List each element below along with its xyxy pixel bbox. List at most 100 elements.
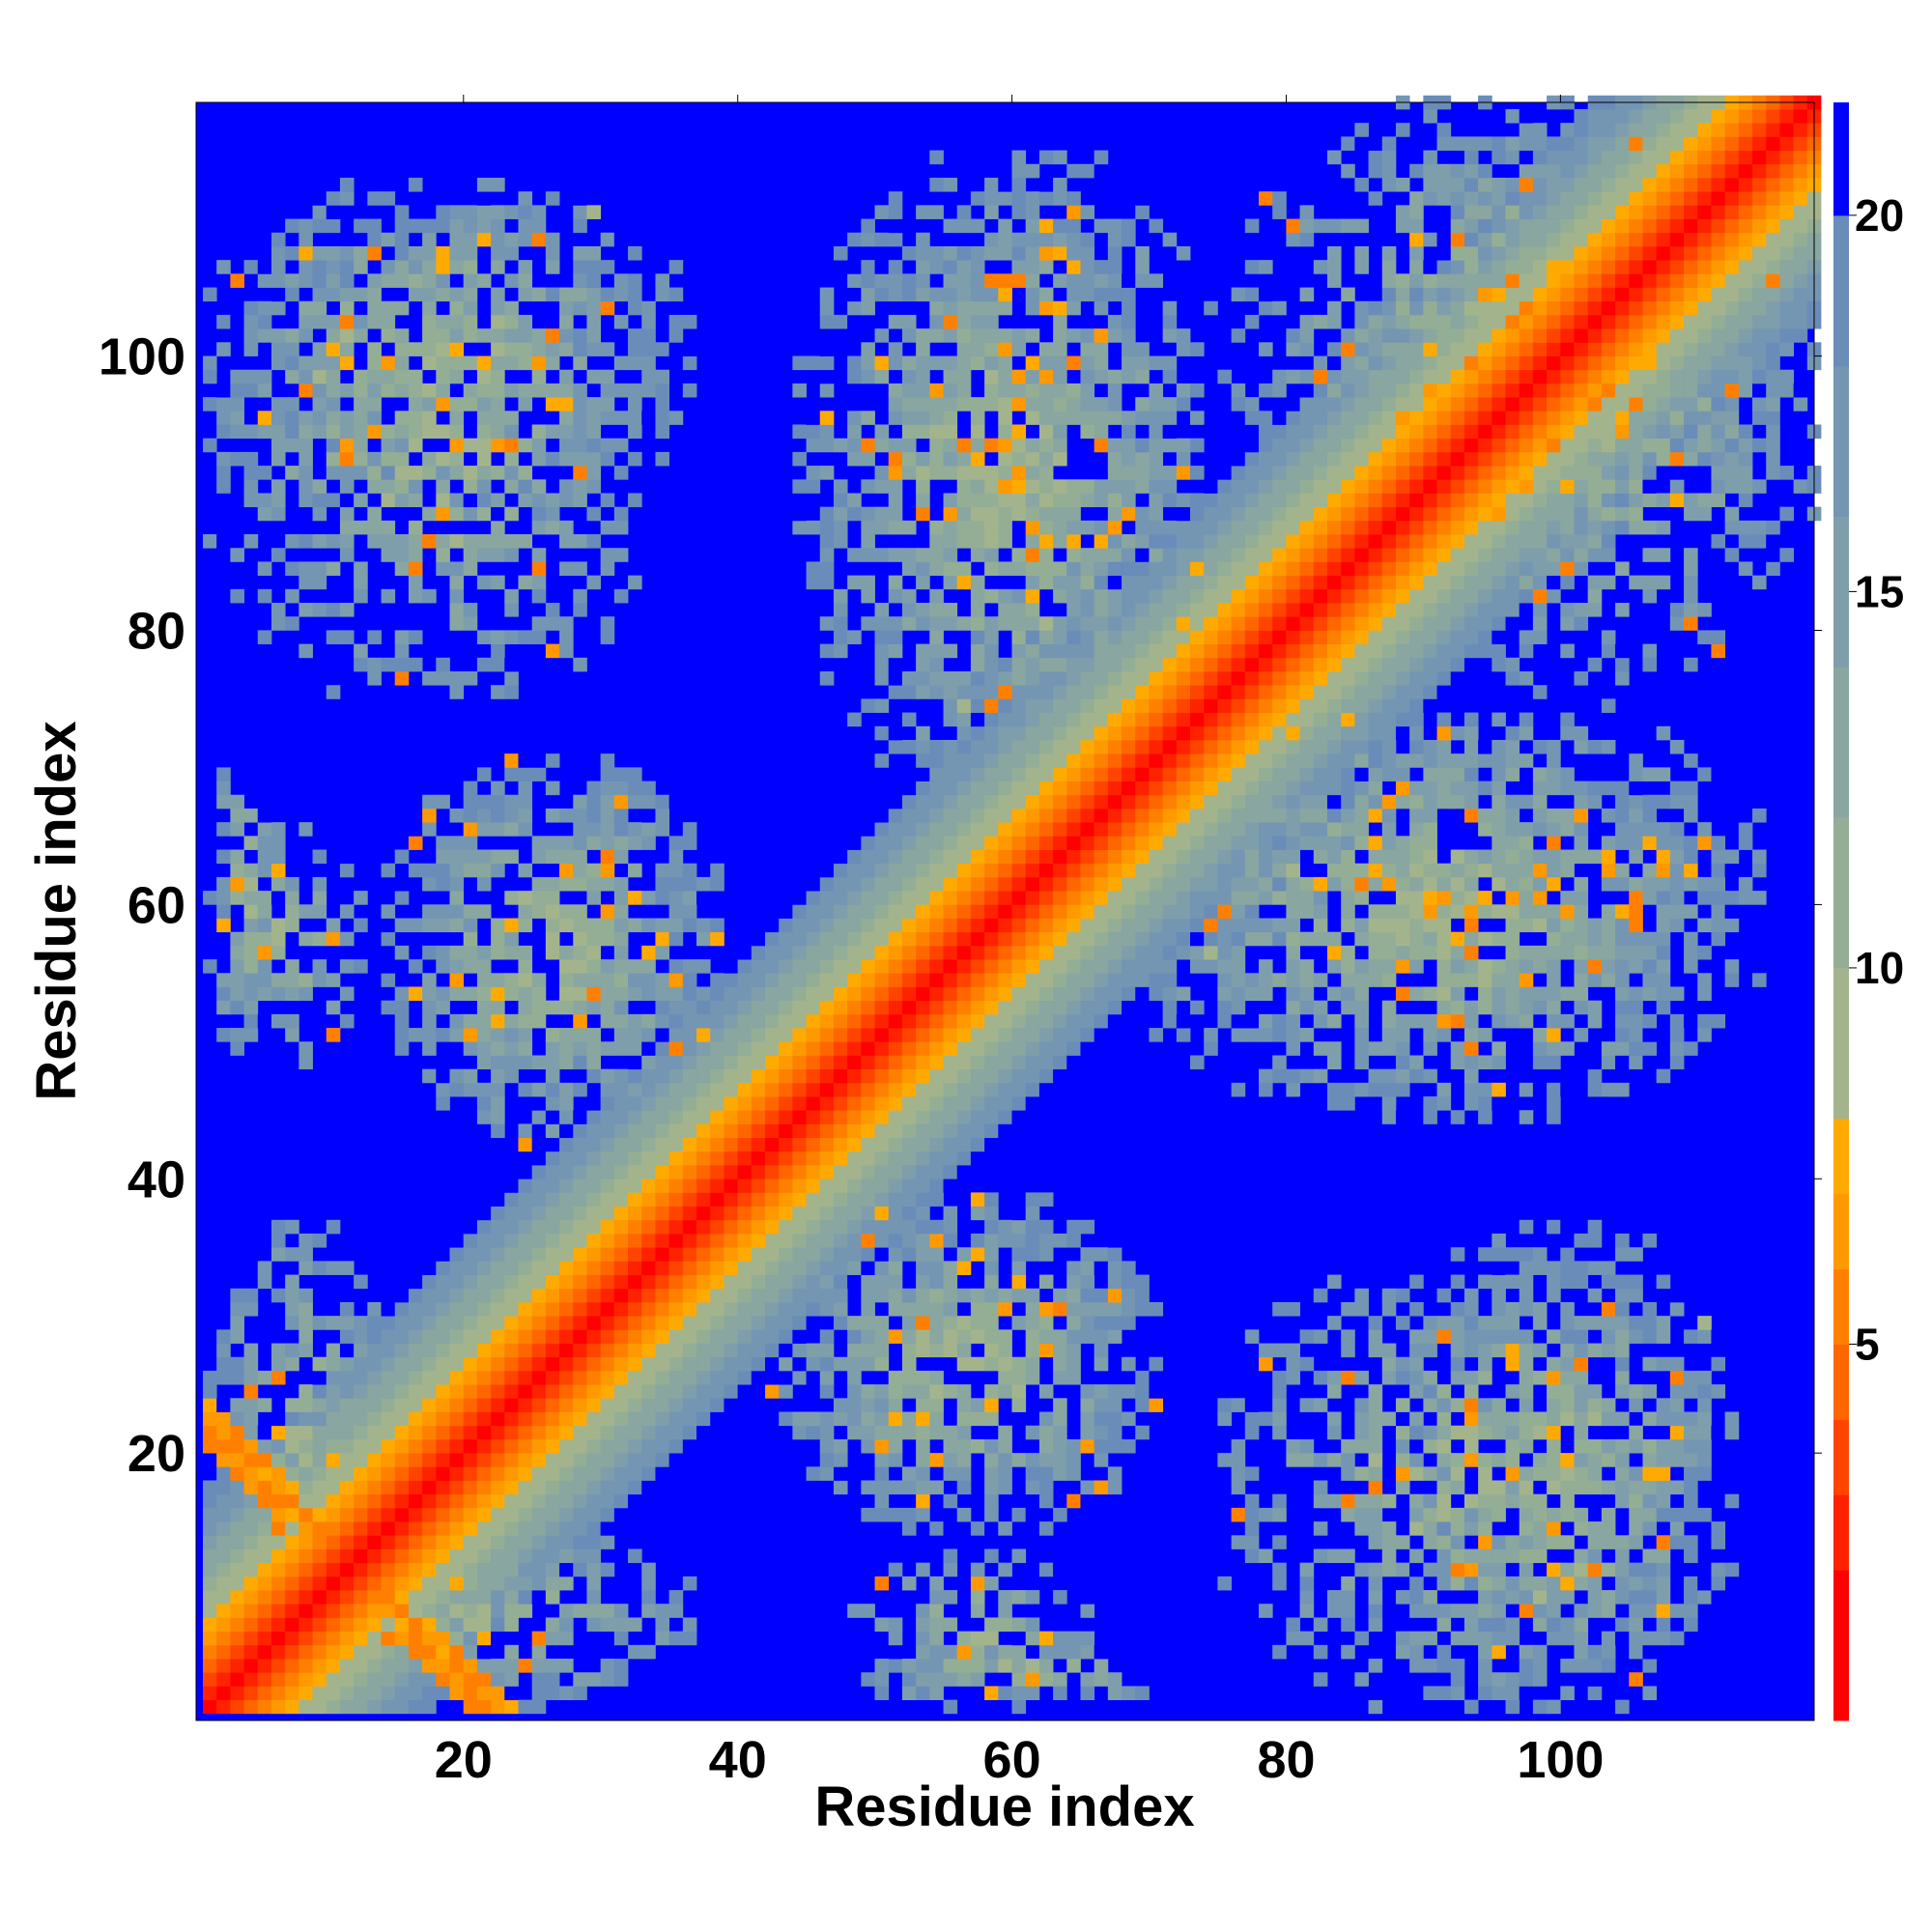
heatmap-cell <box>449 205 465 219</box>
heatmap-cell <box>518 260 533 274</box>
heatmap-cell <box>943 739 958 754</box>
heatmap-cell <box>531 1411 547 1427</box>
heatmap-cell <box>573 836 587 850</box>
heatmap-cell <box>737 1055 753 1070</box>
heatmap-cell <box>901 466 917 480</box>
heatmap-cell <box>367 245 382 261</box>
heatmap-cell <box>243 1521 259 1536</box>
heatmap-cell <box>1011 1261 1027 1275</box>
heatmap-cell <box>628 1398 642 1412</box>
heatmap-cell <box>285 616 299 631</box>
heatmap-cell <box>476 451 492 467</box>
heatmap-cell <box>1149 685 1164 699</box>
heatmap-cell <box>1066 1453 1081 1467</box>
heatmap-cell <box>861 451 875 467</box>
heatmap-cell <box>491 1206 505 1221</box>
heatmap-cell <box>1162 588 1178 604</box>
heatmap-cell <box>531 548 547 562</box>
heatmap-cell <box>257 369 272 384</box>
heatmap-cell <box>257 588 272 604</box>
heatmap-cell <box>1038 643 1054 659</box>
heatmap-cell <box>916 273 930 288</box>
heatmap-cell <box>394 1013 410 1029</box>
heatmap-cell <box>339 1686 355 1700</box>
heatmap-cell <box>381 1425 396 1440</box>
heatmap-cell <box>573 383 587 398</box>
heatmap-cell <box>1053 1329 1067 1344</box>
heatmap-cell <box>613 314 629 329</box>
heatmap-cell <box>628 1179 642 1193</box>
heatmap-cell <box>943 1206 958 1221</box>
heatmap-cell <box>449 1521 465 1536</box>
heatmap-cell <box>1107 603 1122 617</box>
heatmap-cell <box>285 355 299 371</box>
heatmap-cell <box>819 466 835 480</box>
heatmap-cell <box>339 451 355 467</box>
heatmap-cell <box>929 1247 944 1262</box>
heatmap-cell <box>270 931 286 947</box>
heatmap-cell <box>1066 300 1081 316</box>
heatmap-cell <box>1231 1466 1246 1481</box>
heatmap-cell <box>573 191 587 206</box>
heatmap-cell <box>449 1343 465 1358</box>
heatmap-cell <box>1149 739 1164 754</box>
heatmap-cell <box>243 1631 259 1646</box>
heatmap-cell <box>1217 685 1233 699</box>
heatmap-cell <box>449 438 465 453</box>
heatmap-cell <box>381 1301 396 1317</box>
heatmap-cell <box>573 300 587 316</box>
heatmap-cell <box>970 1110 985 1124</box>
heatmap-cell <box>792 904 807 919</box>
heatmap-cell <box>545 1453 560 1467</box>
heatmap-cell <box>476 1329 492 1344</box>
heatmap-cell <box>724 1398 738 1412</box>
heatmap-cell <box>970 931 985 947</box>
heatmap-cell <box>1190 822 1205 837</box>
heatmap-cell <box>449 1261 465 1275</box>
heatmap-cell <box>1204 300 1218 316</box>
heatmap-cell <box>216 260 231 274</box>
heatmap-cell <box>463 177 478 192</box>
heatmap-cell <box>381 232 396 247</box>
heatmap-cell <box>792 520 807 535</box>
heatmap-cell <box>874 1316 890 1330</box>
heatmap-cell <box>504 438 519 453</box>
heatmap-cell <box>354 520 368 535</box>
heatmap-cell <box>655 918 670 933</box>
heatmap-cell <box>682 1384 697 1399</box>
heatmap-cell <box>394 273 410 288</box>
heatmap-cell <box>559 411 574 425</box>
heatmap-cell <box>408 260 423 274</box>
heatmap-cell <box>970 245 985 261</box>
heatmap-cell <box>600 808 615 823</box>
heatmap-cell <box>230 1590 244 1605</box>
heatmap-cell <box>984 630 999 644</box>
heatmap-cell <box>270 876 286 892</box>
heatmap-cell <box>1094 493 1109 508</box>
heatmap-cell <box>1107 918 1122 933</box>
heatmap-cell <box>326 931 341 947</box>
heatmap-cell <box>298 1411 313 1427</box>
heatmap-cell <box>339 1590 355 1605</box>
heatmap-cell <box>956 205 972 219</box>
heatmap-cell <box>874 1384 890 1399</box>
heatmap-cell <box>628 383 642 398</box>
heatmap-cell <box>559 1041 574 1056</box>
heatmap-cell <box>449 1425 465 1440</box>
heatmap-cell <box>998 657 1012 672</box>
heatmap-cell <box>270 891 286 905</box>
heatmap-cell <box>628 1165 642 1179</box>
heatmap-cell <box>929 451 944 467</box>
heatmap-cell <box>285 1672 299 1687</box>
heatmap-cell <box>1162 411 1178 425</box>
heatmap-cell <box>408 1438 423 1454</box>
heatmap-cell <box>861 836 875 850</box>
heatmap-cell <box>367 1672 382 1687</box>
heatmap-cell <box>1149 959 1164 974</box>
heatmap-cell <box>354 451 368 467</box>
heatmap-cell <box>970 603 985 617</box>
heatmap-cell <box>518 1604 533 1618</box>
heatmap-cell <box>833 1466 848 1481</box>
heatmap-cell <box>819 1384 835 1399</box>
heatmap-cell <box>1053 698 1067 713</box>
